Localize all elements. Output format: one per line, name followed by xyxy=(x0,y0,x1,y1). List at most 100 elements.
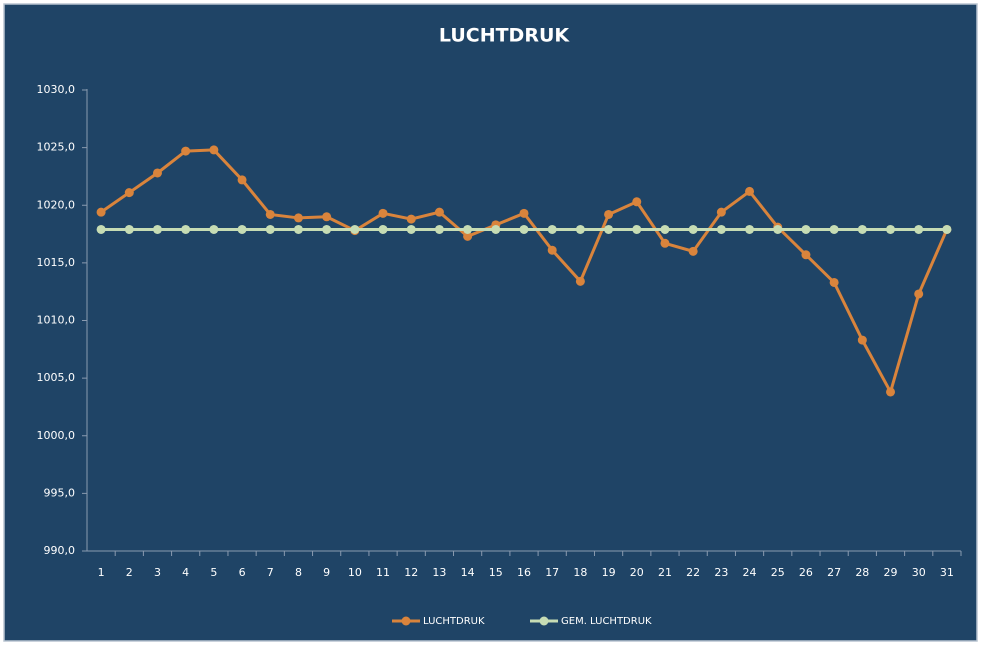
data-point xyxy=(632,197,642,207)
data-point xyxy=(716,224,726,234)
x-tick-label: 1 xyxy=(98,566,105,579)
x-tick-label: 20 xyxy=(630,566,644,579)
x-tick-label: 19 xyxy=(602,566,616,579)
x-tick-label: 28 xyxy=(855,566,869,579)
data-point xyxy=(265,224,275,234)
x-tick-label: 22 xyxy=(686,566,700,579)
chart-title: LUCHTDRUK xyxy=(439,25,570,47)
x-tick-label: 30 xyxy=(912,566,926,579)
data-point xyxy=(124,188,134,198)
x-tick-label: 15 xyxy=(489,566,503,579)
x-tick-label: 27 xyxy=(827,566,841,579)
x-tick-label: 29 xyxy=(884,566,898,579)
data-point xyxy=(209,224,219,234)
data-point xyxy=(434,224,444,234)
data-point xyxy=(801,224,811,234)
x-tick-label: 11 xyxy=(376,566,390,579)
y-tick-label: 1005,0 xyxy=(37,371,76,384)
legend-marker xyxy=(401,616,411,626)
x-tick-label: 2 xyxy=(126,566,133,579)
x-tick-label: 4 xyxy=(182,566,189,579)
data-point xyxy=(237,175,247,185)
data-point xyxy=(265,209,275,219)
legend-marker xyxy=(539,616,549,626)
x-tick-label: 12 xyxy=(404,566,418,579)
data-point xyxy=(519,208,529,218)
x-tick-label: 24 xyxy=(743,566,757,579)
x-tick-label: 9 xyxy=(323,566,330,579)
y-tick-label: 1030,0 xyxy=(37,83,76,96)
x-tick-label: 3 xyxy=(154,566,161,579)
data-point xyxy=(604,209,614,219)
y-tick-label: 1025,0 xyxy=(37,141,76,154)
data-point xyxy=(745,186,755,196)
data-point xyxy=(829,277,839,287)
data-point xyxy=(463,231,473,241)
data-point xyxy=(914,289,924,299)
data-point xyxy=(942,224,952,234)
data-point xyxy=(688,224,698,234)
y-tick-label: 1020,0 xyxy=(37,198,76,211)
data-point xyxy=(96,207,106,217)
data-point xyxy=(293,213,303,223)
data-point xyxy=(152,168,162,178)
data-point xyxy=(857,224,867,234)
data-point xyxy=(604,224,614,234)
data-point xyxy=(152,224,162,234)
y-tick-label: 1015,0 xyxy=(37,256,76,269)
data-point xyxy=(886,224,896,234)
data-point xyxy=(406,214,416,224)
data-point xyxy=(519,224,529,234)
data-point xyxy=(491,224,501,234)
data-point xyxy=(293,224,303,234)
x-tick-label: 25 xyxy=(771,566,785,579)
data-point xyxy=(463,224,473,234)
data-point xyxy=(575,224,585,234)
legend-label: LUCHTDRUK xyxy=(423,616,485,627)
y-tick-label: 990,0 xyxy=(44,544,76,557)
data-point xyxy=(660,238,670,248)
data-point xyxy=(547,224,557,234)
data-point xyxy=(322,212,332,222)
x-tick-label: 18 xyxy=(573,566,587,579)
x-tick-label: 31 xyxy=(940,566,954,579)
data-point xyxy=(378,208,388,218)
data-point xyxy=(716,207,726,217)
data-point xyxy=(209,145,219,155)
data-point xyxy=(575,276,585,286)
legend-label: GEM. LUCHTDRUK xyxy=(561,616,652,627)
data-point xyxy=(322,224,332,234)
data-point xyxy=(801,250,811,260)
x-tick-label: 13 xyxy=(432,566,446,579)
x-tick-label: 6 xyxy=(239,566,246,579)
data-point xyxy=(914,224,924,234)
data-point xyxy=(547,245,557,255)
y-tick-label: 1000,0 xyxy=(37,429,76,442)
x-tick-label: 8 xyxy=(295,566,302,579)
x-tick-label: 26 xyxy=(799,566,813,579)
x-tick-label: 7 xyxy=(267,566,274,579)
x-tick-label: 10 xyxy=(348,566,362,579)
data-point xyxy=(829,224,839,234)
data-point xyxy=(632,224,642,234)
x-tick-label: 16 xyxy=(517,566,531,579)
data-point xyxy=(434,207,444,217)
x-tick-label: 17 xyxy=(545,566,559,579)
data-point xyxy=(745,224,755,234)
data-point xyxy=(237,224,247,234)
x-tick-label: 14 xyxy=(461,566,475,579)
data-point xyxy=(124,224,134,234)
data-point xyxy=(181,224,191,234)
data-point xyxy=(181,146,191,156)
data-point xyxy=(886,387,896,397)
data-point xyxy=(773,224,783,234)
x-tick-label: 23 xyxy=(714,566,728,579)
x-tick-label: 5 xyxy=(210,566,217,579)
data-point xyxy=(857,335,867,345)
y-tick-label: 995,0 xyxy=(44,486,76,499)
data-point xyxy=(688,246,698,256)
x-tick-label: 21 xyxy=(658,566,672,579)
data-point xyxy=(350,224,360,234)
data-point xyxy=(96,224,106,234)
